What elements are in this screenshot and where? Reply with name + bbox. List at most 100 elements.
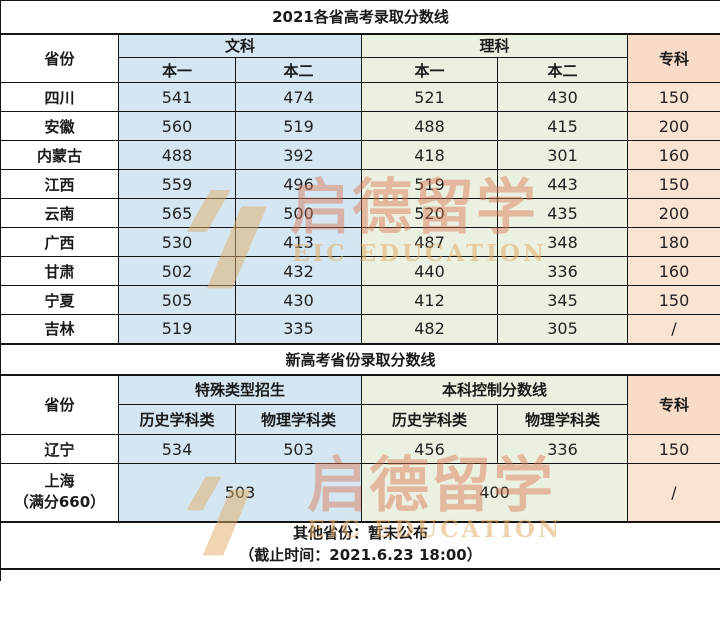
province-cell: 宁夏 <box>0 285 119 315</box>
table-row-shanghai: 上海 （满分660） 503 400 / <box>0 463 720 522</box>
score-cell: 560 <box>118 111 236 141</box>
score-cell: 519 <box>118 314 236 344</box>
score-cell: 488 <box>361 111 498 141</box>
score-cell: 456 <box>361 434 498 464</box>
score-cell: 565 <box>118 198 236 228</box>
table-row-neimenggu: 内蒙古 488 392 418 301 160 <box>0 140 720 170</box>
score-cell: 432 <box>235 256 362 286</box>
gaokao-score-table: 2021各省高考录取分数线 省份 文科 理科 专科 本一 本二 本一 本二 四川… <box>0 0 720 581</box>
subheader-wenke-ben1: 本一 <box>118 57 236 83</box>
score-cell: / <box>627 314 720 344</box>
score-cell: 502 <box>118 256 236 286</box>
score-cell: 519 <box>235 111 362 141</box>
table2-header-group-row: 省份 特殊类型招生 本科控制分数线 专科 <box>0 374 720 435</box>
table-row-anhui: 安徽 560 519 488 415 200 <box>0 111 720 141</box>
score-cell: 488 <box>118 140 236 170</box>
score-cell: 418 <box>361 140 498 170</box>
score-cell: 150 <box>627 82 720 112</box>
score-cell: 482 <box>361 314 498 344</box>
province-note: （满分660） <box>13 493 106 512</box>
table-row-ningxia: 宁夏 505 430 412 345 150 <box>0 285 720 315</box>
score-cell: 335 <box>235 314 362 344</box>
score-cell: 160 <box>627 140 720 170</box>
score-cell: / <box>627 463 720 522</box>
table2-header-sub-row: 历史学科类 物理学科类 历史学科类 物理学科类 <box>1 404 720 435</box>
score-cell: 301 <box>497 140 628 170</box>
score-cell: 150 <box>627 434 720 464</box>
score-cell-merged: 503 <box>118 463 362 522</box>
province-column-header: 省份 <box>0 374 119 435</box>
province-cell: 内蒙古 <box>0 140 119 170</box>
score-cell: 413 <box>235 227 362 257</box>
score-cell: 541 <box>118 82 236 112</box>
score-cell: 150 <box>627 169 720 199</box>
score-cell: 336 <box>497 434 628 464</box>
table2-title-row: 新高考省份录取分数线 <box>0 342 720 376</box>
score-cell: 487 <box>361 227 498 257</box>
province-cell: 甘肃 <box>0 256 119 286</box>
score-cell: 496 <box>235 169 362 199</box>
table-row-guangxi: 广西 530 413 487 348 180 <box>0 227 720 257</box>
score-cell: 392 <box>235 140 362 170</box>
subheader-history-track: 历史学科类 <box>118 404 236 435</box>
province-column-header: 省份 <box>0 33 119 83</box>
score-cell: 520 <box>361 198 498 228</box>
score-cell: 348 <box>497 227 628 257</box>
province-cell: 吉林 <box>0 314 119 344</box>
score-cell: 180 <box>627 227 720 257</box>
score-cell: 430 <box>235 285 362 315</box>
table-row-jiangxi: 江西 559 496 519 443 150 <box>0 169 720 199</box>
vocational-column-header: 专科 <box>627 33 720 83</box>
score-cell: 305 <box>497 314 628 344</box>
score-cell: 200 <box>627 198 720 228</box>
subheader-wenke-ben2: 本二 <box>235 57 362 83</box>
score-cell: 530 <box>118 227 236 257</box>
table-row-yunnan: 云南 565 500 520 435 200 <box>0 198 720 228</box>
table2-title: 新高考省份录取分数线 <box>0 342 720 376</box>
subheader-like-ben2: 本二 <box>497 57 628 83</box>
score-cell: 474 <box>235 82 362 112</box>
score-cell: 500 <box>235 198 362 228</box>
province-cell: 江西 <box>0 169 119 199</box>
score-cell: 200 <box>627 111 720 141</box>
subheader-physics-track: 物理学科类 <box>497 404 628 435</box>
score-cell: 412 <box>361 285 498 315</box>
province-name: 上海 <box>44 471 75 490</box>
score-cell: 345 <box>497 285 628 315</box>
province-cell: 安徽 <box>0 111 119 141</box>
province-cell: 四川 <box>0 82 119 112</box>
footer-line-deadline: （截止时间：2021.6.23 18:00） <box>239 546 482 564</box>
footer-line-other-provinces: 其他省份：暂未公布 <box>292 524 428 543</box>
score-cell: 415 <box>497 111 628 141</box>
score-cell: 521 <box>361 82 498 112</box>
undergrad-line-group-header: 本科控制分数线 <box>361 374 628 405</box>
score-cell: 435 <box>497 198 628 228</box>
footer-note-cell: 其他省份：暂未公布 （截止时间：2021.6.23 18:00） <box>0 520 720 570</box>
science-group-header: 理科 <box>361 33 628 58</box>
score-cell-merged: 400 <box>361 463 628 522</box>
table-row-sichuan: 四川 541 474 521 430 150 <box>0 82 720 112</box>
subheader-like-ben1: 本一 <box>361 57 498 83</box>
table1-header-group-row: 省份 文科 理科 专科 <box>0 33 720 83</box>
table-row-gansu: 甘肃 502 432 440 336 160 <box>0 256 720 286</box>
score-cell: 505 <box>118 285 236 315</box>
province-cell: 广西 <box>0 227 119 257</box>
score-cell: 336 <box>497 256 628 286</box>
score-cell: 430 <box>497 82 628 112</box>
subheader-history-track: 历史学科类 <box>361 404 498 435</box>
score-cell: 150 <box>627 285 720 315</box>
table1-title: 2021各省高考录取分数线 <box>0 0 720 35</box>
province-cell: 云南 <box>0 198 119 228</box>
table-row-jilin: 吉林 519 335 482 305 / <box>0 314 720 344</box>
score-cell: 559 <box>118 169 236 199</box>
vocational-column-header: 专科 <box>627 374 720 435</box>
table-row-liaoning: 辽宁 534 503 456 336 150 <box>0 434 720 464</box>
footer-note-row: 其他省份：暂未公布 （截止时间：2021.6.23 18:00） <box>0 520 720 570</box>
score-cell: 440 <box>361 256 498 286</box>
score-cell: 503 <box>235 434 362 464</box>
province-cell: 上海 （满分660） <box>0 463 119 522</box>
bottom-empty-strip <box>0 568 720 581</box>
score-cell: 534 <box>118 434 236 464</box>
table1-title-row: 2021各省高考录取分数线 <box>0 0 720 35</box>
score-cell: 519 <box>361 169 498 199</box>
